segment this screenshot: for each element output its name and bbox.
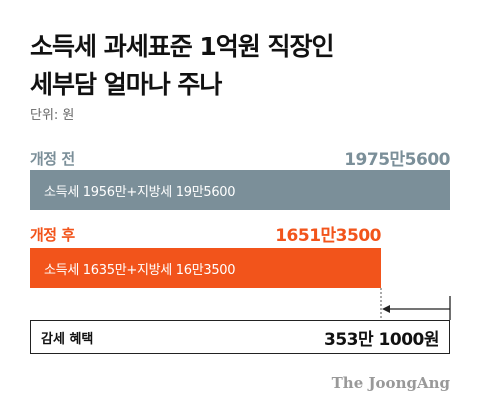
title-line-2: 세부담 얼마나 주나: [30, 70, 222, 99]
tax-benefit-box: 감세 혜택 353만 1000원: [30, 320, 450, 354]
tax-benefit-label: 감세 혜택: [41, 331, 94, 347]
breakdown-label-after: 소득세 1635만+지방세 16만3500: [44, 262, 236, 278]
publisher-logo: The JoongAng: [331, 374, 450, 392]
breakdown-label-before: 소득세 1956만+지방세 19만5600: [44, 184, 236, 200]
unit-label: 단위: 원: [30, 108, 75, 123]
total-label-before: 1975만5600: [344, 150, 450, 170]
title-line-1: 소득세 과세표준 1억원 직장인: [30, 32, 335, 61]
category-label-before: 개정 전: [30, 150, 75, 168]
bar-after: 소득세 1635만+지방세 16만3500: [30, 248, 381, 288]
tax-benefit-value: 353만 1000원: [324, 329, 440, 350]
chart-title: 소득세 과세표준 1억원 직장인 세부담 얼마나 주나: [30, 28, 335, 104]
total-label-after: 1651만3500: [275, 226, 381, 246]
difference-arrowhead: [382, 305, 390, 313]
bar-before: 소득세 1956만+지방세 19만5600: [30, 170, 450, 210]
category-label-after: 개정 후: [30, 226, 75, 244]
